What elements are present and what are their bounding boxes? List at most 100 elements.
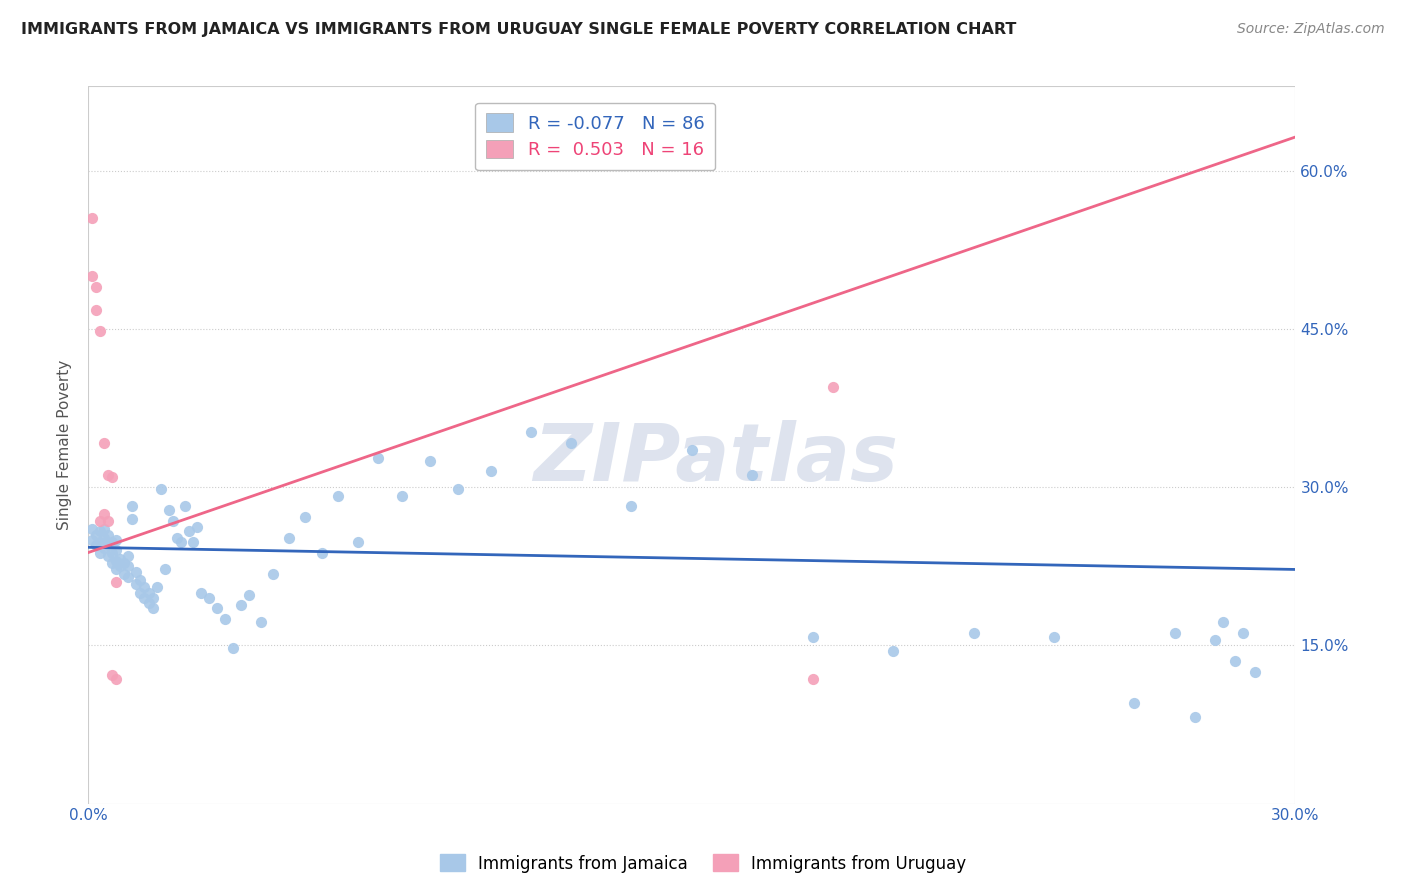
Point	[101, 545, 124, 559]
Point	[367, 450, 389, 465]
Point	[138, 596, 160, 610]
Point	[962, 625, 984, 640]
Point	[741, 467, 763, 482]
Point	[560, 436, 582, 450]
Point	[93, 531, 115, 545]
Point	[112, 556, 135, 570]
Point	[89, 324, 111, 338]
Point	[93, 541, 115, 556]
Point	[882, 643, 904, 657]
Point	[177, 524, 200, 539]
Text: IMMIGRANTS FROM JAMAICA VS IMMIGRANTS FROM URUGUAY SINGLE FEMALE POVERTY CORRELA: IMMIGRANTS FROM JAMAICA VS IMMIGRANTS FR…	[21, 22, 1017, 37]
Point	[149, 483, 172, 497]
Point	[222, 640, 245, 655]
Point	[145, 581, 167, 595]
Point	[229, 599, 252, 613]
Point	[1232, 625, 1254, 640]
Point	[105, 533, 128, 547]
Point	[89, 535, 111, 549]
Point	[311, 545, 333, 559]
Y-axis label: Single Female Poverty: Single Female Poverty	[58, 359, 72, 530]
Point	[97, 514, 120, 528]
Point	[479, 464, 502, 478]
Point	[82, 211, 104, 226]
Point	[82, 533, 104, 547]
Point	[620, 499, 643, 513]
Point	[129, 585, 152, 599]
Text: ZIPatlas: ZIPatlas	[533, 420, 898, 499]
Text: Source: ZipAtlas.com: Source: ZipAtlas.com	[1237, 22, 1385, 37]
Point	[105, 562, 128, 576]
Point	[84, 527, 107, 541]
Point	[105, 554, 128, 568]
Point	[153, 562, 176, 576]
Point	[110, 559, 132, 574]
Point	[1244, 665, 1267, 679]
Point	[84, 279, 107, 293]
Point	[681, 443, 703, 458]
Point	[190, 585, 212, 599]
Point	[105, 543, 128, 558]
Point	[84, 538, 107, 552]
Point	[110, 552, 132, 566]
Point	[97, 549, 120, 563]
Point	[801, 630, 824, 644]
Point	[134, 591, 156, 605]
Point	[93, 522, 115, 536]
Point	[134, 581, 156, 595]
Point	[346, 535, 368, 549]
Point	[198, 591, 221, 605]
Point	[89, 545, 111, 559]
Point	[214, 612, 236, 626]
Point	[125, 577, 148, 591]
Point	[82, 522, 104, 536]
Point	[157, 503, 180, 517]
Point	[93, 436, 115, 450]
Point	[173, 499, 195, 513]
Point	[101, 535, 124, 549]
Legend: R = -0.077   N = 86, R =  0.503   N = 16: R = -0.077 N = 86, R = 0.503 N = 16	[475, 103, 716, 170]
Point	[186, 520, 208, 534]
Point	[166, 531, 188, 545]
Point	[181, 535, 204, 549]
Point	[326, 489, 349, 503]
Point	[89, 514, 111, 528]
Point	[238, 588, 260, 602]
Point	[821, 380, 844, 394]
Point	[1204, 633, 1226, 648]
Point	[93, 507, 115, 521]
Point	[121, 512, 143, 526]
Point	[105, 575, 128, 590]
Point	[84, 303, 107, 318]
Point	[419, 454, 441, 468]
Point	[105, 672, 128, 686]
Point	[101, 668, 124, 682]
Legend: Immigrants from Jamaica, Immigrants from Uruguay: Immigrants from Jamaica, Immigrants from…	[433, 847, 973, 880]
Point	[141, 601, 163, 615]
Point	[205, 601, 228, 615]
Point	[1212, 615, 1234, 630]
Point	[138, 585, 160, 599]
Point	[1164, 625, 1187, 640]
Point	[170, 535, 193, 549]
Point	[1223, 654, 1246, 668]
Point	[121, 499, 143, 513]
Point	[117, 549, 139, 563]
Point	[112, 566, 135, 581]
Point	[141, 591, 163, 605]
Point	[520, 425, 543, 440]
Point	[262, 566, 284, 581]
Point	[278, 531, 301, 545]
Point	[97, 467, 120, 482]
Point	[391, 489, 413, 503]
Point	[294, 509, 316, 524]
Point	[1184, 710, 1206, 724]
Point	[89, 524, 111, 539]
Point	[117, 570, 139, 584]
Point	[250, 615, 273, 630]
Point	[801, 672, 824, 686]
Point	[97, 538, 120, 552]
Point	[82, 269, 104, 284]
Point	[125, 565, 148, 579]
Point	[162, 514, 184, 528]
